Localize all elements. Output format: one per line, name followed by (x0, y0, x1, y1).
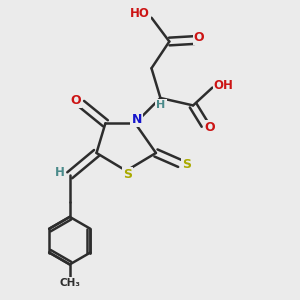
Text: O: O (204, 121, 215, 134)
Text: CH₃: CH₃ (59, 278, 80, 288)
Text: N: N (131, 113, 142, 126)
Text: H: H (55, 166, 65, 179)
Text: S: S (123, 168, 132, 181)
Text: O: O (194, 31, 204, 44)
Text: HO: HO (130, 7, 150, 20)
Text: OH: OH (214, 79, 234, 92)
Text: H: H (156, 100, 166, 110)
Text: O: O (70, 94, 81, 107)
Text: S: S (182, 158, 191, 171)
